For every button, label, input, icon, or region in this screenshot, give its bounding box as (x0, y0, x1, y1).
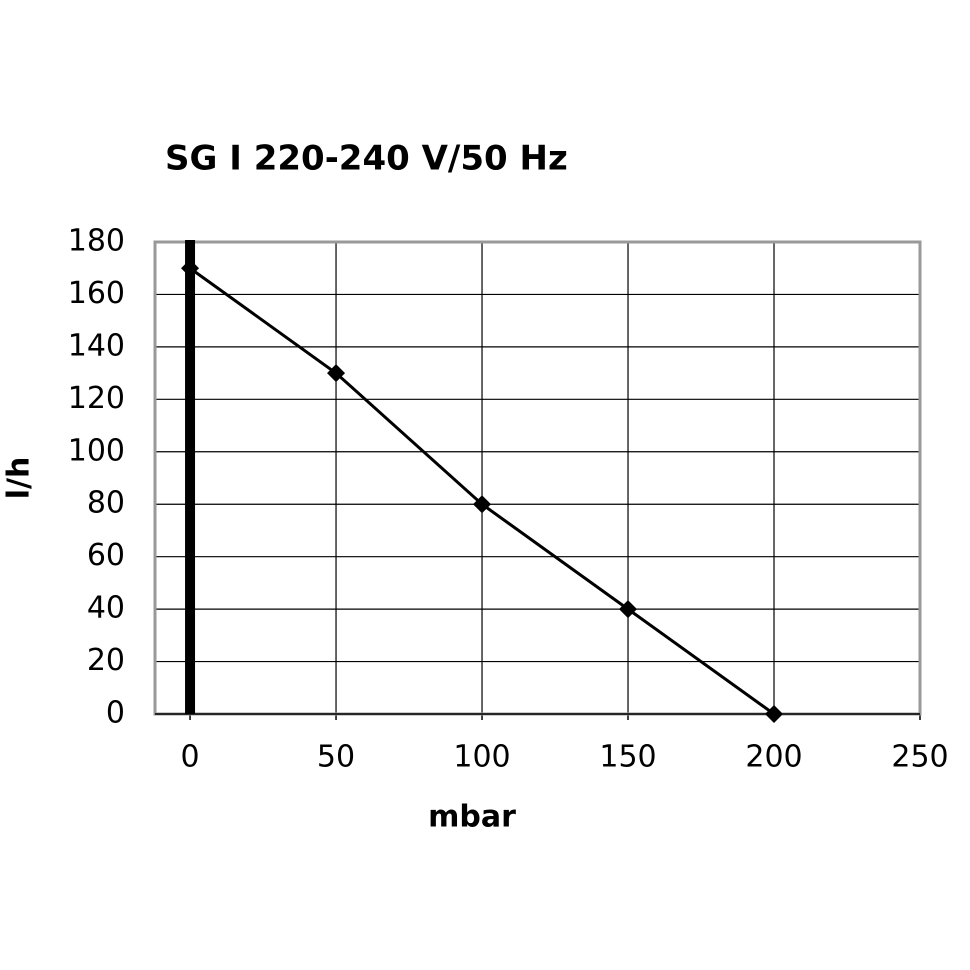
x-tick-label: 100 (453, 740, 510, 775)
y-tick-label: 120 (68, 381, 125, 416)
x-tick-label: 200 (745, 740, 802, 775)
y-tick-label: 20 (87, 643, 125, 678)
x-axis-label: mbar (428, 800, 516, 835)
y-tick-label: 80 (87, 486, 125, 521)
y-tick-label: 140 (68, 328, 125, 363)
y-tick-label: 60 (87, 538, 125, 573)
chart-title: SG I 220-240 V/50 Hz (165, 139, 568, 179)
y-tick-label: 0 (106, 696, 125, 731)
x-tick-label: 50 (317, 740, 355, 775)
data-point (473, 495, 492, 514)
y-tick-label: 100 (68, 433, 125, 468)
data-point (765, 705, 784, 723)
x-tick-label: 150 (599, 740, 656, 775)
data-point (619, 600, 638, 619)
y-tick-label: 180 (68, 224, 125, 259)
x-tick-label: 250 (891, 740, 948, 775)
y-tick-label: 40 (87, 591, 125, 626)
y-tick-label: 160 (68, 276, 125, 311)
x-tick-label: 0 (180, 740, 199, 775)
data-point (327, 364, 346, 383)
y-axis-label: l/h (2, 457, 37, 500)
data-point (181, 259, 200, 278)
plot-border (153, 240, 922, 716)
